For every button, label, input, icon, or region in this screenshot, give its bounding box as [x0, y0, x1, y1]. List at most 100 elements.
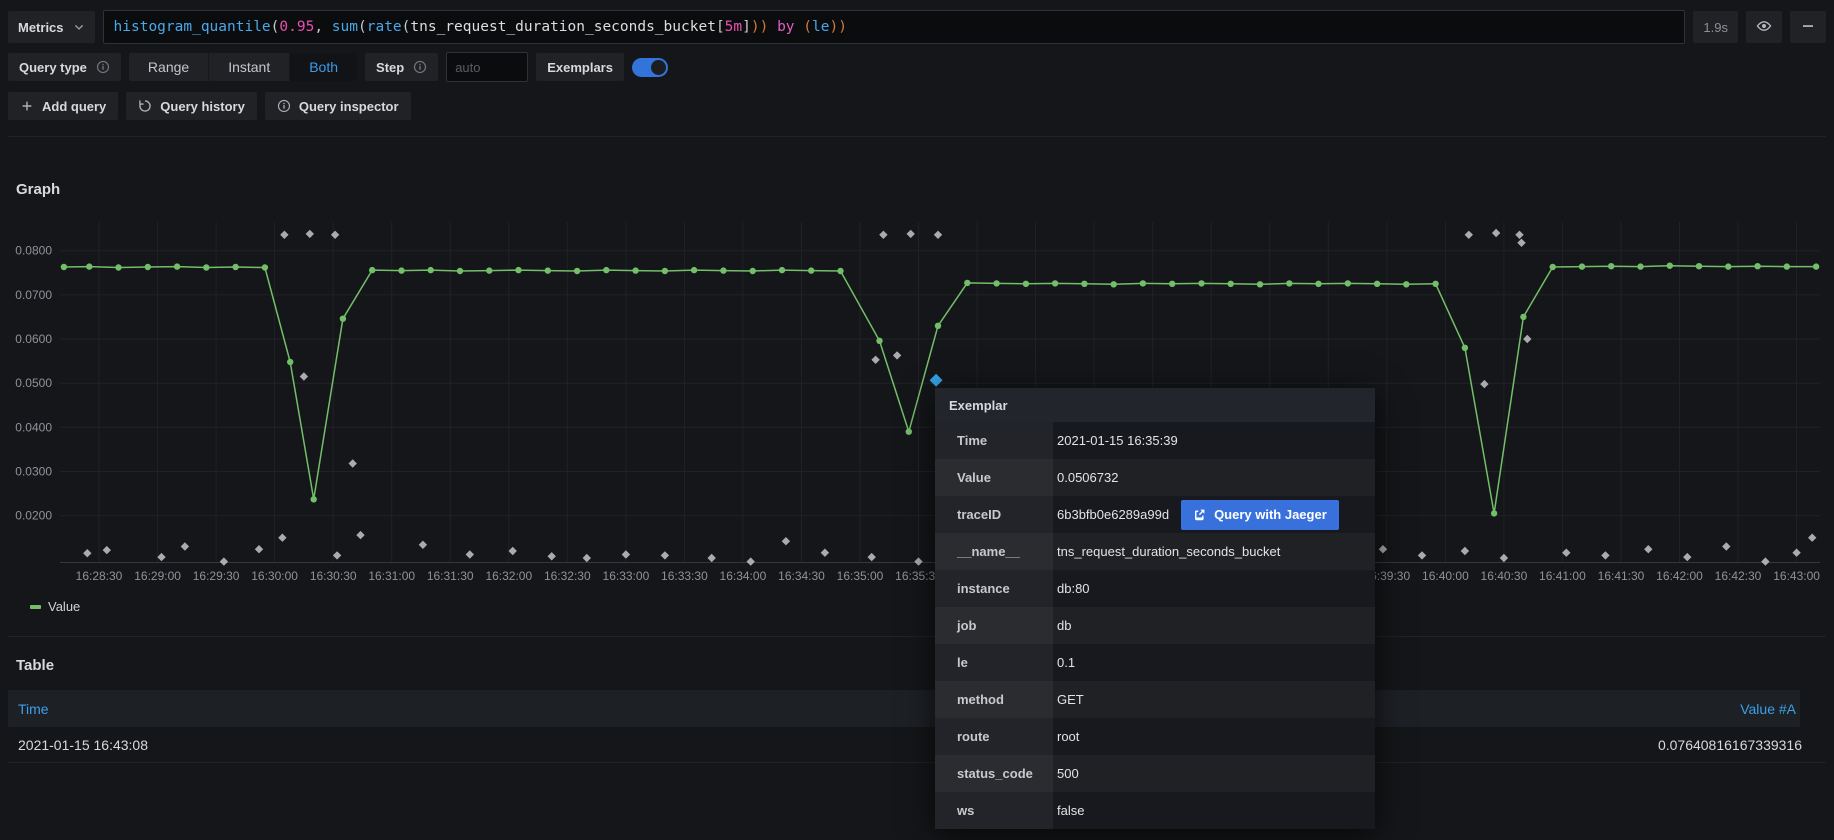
exemplars-pill: Exemplars: [536, 53, 624, 81]
value-point: [1432, 280, 1439, 287]
x-axis-label: 16:29:30: [193, 569, 240, 583]
exemplar-marker: [1722, 542, 1731, 551]
exemplar-row-value: GET: [1053, 681, 1375, 718]
minus-icon: [1800, 18, 1816, 37]
exemplar-row-statuscode: status_code 500: [935, 755, 1375, 792]
exemplar-marker: [280, 230, 289, 239]
y-axis-label: 0.0600: [15, 332, 52, 346]
exemplar-marker: [1792, 548, 1801, 557]
value-point: [808, 267, 815, 274]
exemplar-marker: [892, 351, 902, 360]
graph-canvas[interactable]: 16:28:30 16:29:00 16:29:30 16:30:00 16:30:30…: [8, 212, 1826, 593]
exemplar-row-value: 2021-01-15 16:35:39: [1053, 422, 1375, 459]
value-point: [720, 267, 727, 274]
query-history-button[interactable]: Query history: [126, 92, 257, 120]
value-point: [905, 428, 912, 435]
exemplar-value-text: db: [1057, 618, 1072, 633]
exemplar-row-value: db: [1053, 607, 1375, 644]
x-axis-label: 16:42:30: [1715, 569, 1762, 583]
exemplar-marker: [1515, 230, 1524, 239]
value-point: [115, 264, 122, 271]
value-point: [173, 263, 181, 270]
show-query-button[interactable]: [1746, 11, 1782, 43]
step-pill: Step: [365, 53, 439, 81]
query-expression: histogram_quantile(0.95, sum(rate(tns_re…: [114, 19, 847, 35]
exemplar-marker: [933, 230, 943, 239]
query-type-option-both[interactable]: Both: [289, 53, 358, 81]
value-point: [369, 266, 376, 274]
legend-item-value[interactable]: Value: [8, 599, 80, 614]
exemplar-row-label: job: [935, 607, 1053, 644]
value-point: [1754, 263, 1761, 270]
selected-exemplar-marker[interactable]: [929, 373, 943, 387]
datasource-picker[interactable]: Metrics: [8, 11, 95, 43]
query-token: ,: [314, 19, 332, 35]
exemplar-marker: [660, 551, 670, 560]
x-axis-label: 16:40:30: [1481, 569, 1528, 583]
exemplar-tooltip-title: Exemplar: [935, 388, 1375, 422]
exemplar-marker: [1601, 551, 1610, 560]
collapse-query-button[interactable]: [1790, 11, 1826, 43]
exemplar-marker: [278, 533, 287, 542]
exemplar-marker: [914, 557, 923, 566]
eye-icon: [1756, 18, 1772, 37]
exemplar-marker: [305, 229, 314, 239]
exemplar-marker: [508, 546, 517, 556]
exemplar-marker: [180, 542, 190, 551]
exemplar-marker: [299, 372, 309, 381]
exemplar-marker: [1683, 552, 1692, 562]
query-inspector-button[interactable]: Query inspector: [264, 92, 411, 120]
exemplar-row-label: method: [935, 681, 1053, 718]
history-icon: [138, 99, 152, 113]
exemplar-marker: [867, 552, 876, 562]
x-axis-label: 16:28:30: [76, 569, 123, 583]
exemplar-marker: [254, 545, 264, 554]
step-label: Step: [376, 59, 405, 75]
exemplar-marker: [781, 537, 791, 546]
value-point: [1198, 280, 1205, 287]
exemplar-row-ws: ws false: [935, 792, 1375, 829]
exemplar-marker: [83, 549, 92, 558]
add-query-button[interactable]: Add query: [8, 92, 119, 120]
exemplar-value-text: root: [1057, 729, 1080, 744]
datasource-label: Metrics: [18, 19, 64, 35]
query-type-option-range[interactable]: Range: [147, 59, 190, 75]
legend-series-color: [30, 604, 41, 609]
value-point: [1637, 263, 1644, 270]
value-point: [1081, 280, 1088, 287]
table-header-row: Time Value #A: [8, 690, 1800, 727]
query-with-jaeger-button[interactable]: Query with Jaeger: [1181, 499, 1339, 530]
value-point: [778, 266, 786, 274]
x-axis-label: 16:34:30: [778, 569, 825, 583]
query-expression-input[interactable]: histogram_quantile(0.95, sum(rate(tns_re…: [102, 10, 1686, 44]
query-type-option-instant[interactable]: Instant: [208, 53, 289, 81]
x-axis-label: 16:30:30: [310, 569, 357, 583]
x-axis-label: 16:42:00: [1656, 569, 1703, 583]
value-point: [86, 263, 93, 270]
table-column-header-value[interactable]: Value #A: [1740, 700, 1796, 717]
exemplar-value-text: db:80: [1057, 581, 1090, 596]
exemplar-marker: [746, 557, 755, 566]
exemplar-marker: [1499, 553, 1509, 563]
value-point: [1256, 281, 1264, 288]
value-point: [1520, 313, 1527, 321]
exemplar-row-label: status_code: [935, 755, 1053, 792]
x-axis-label: 16:40:00: [1422, 569, 1469, 583]
exemplar-row-route: route root: [935, 718, 1375, 755]
query-token: [768, 19, 777, 35]
table-column-header-time[interactable]: Time: [18, 700, 49, 717]
exemplar-marker: [1464, 230, 1473, 239]
exemplar-marker: [707, 553, 716, 563]
value-point: [1578, 263, 1586, 270]
value-point: [1110, 281, 1117, 288]
exemplars-toggle[interactable]: [631, 57, 668, 77]
value-point: [1227, 280, 1234, 287]
value-point: [1695, 263, 1703, 270]
step-input[interactable]: [446, 52, 529, 82]
exemplar-row-name: __name__ tns_request_duration_seconds_buc…: [935, 533, 1375, 570]
legend-series-label: Value: [48, 599, 81, 614]
exemplar-row-value: 0.1: [1053, 644, 1375, 681]
value-point: [1051, 280, 1059, 287]
x-axis-label: 16:30:00: [251, 569, 298, 583]
x-axis-label: 16:35:30: [895, 569, 942, 583]
